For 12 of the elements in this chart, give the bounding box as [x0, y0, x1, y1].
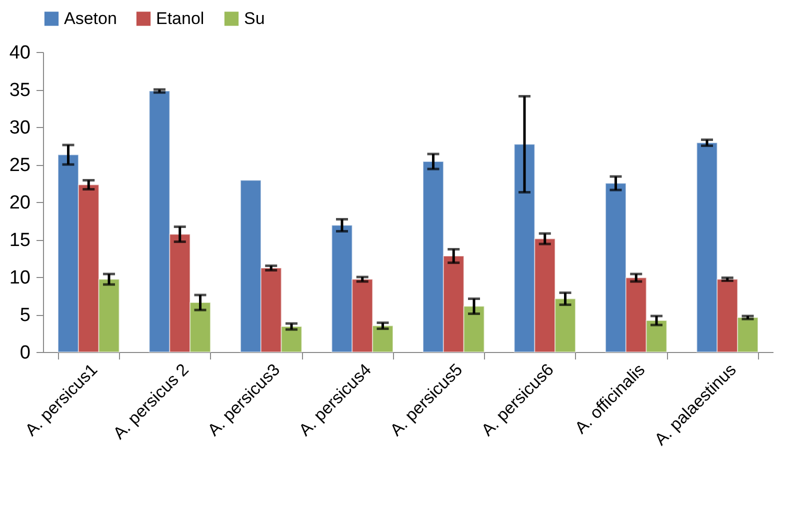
- legend-label: Su: [244, 8, 265, 28]
- y-tick-label: 10: [9, 268, 30, 288]
- y-tick-label: 35: [9, 80, 30, 101]
- y-tick-label: 30: [9, 118, 30, 138]
- legend-label: Etanol: [156, 8, 204, 28]
- y-tick-label: 15: [9, 230, 30, 251]
- y-tick-label: 25: [9, 155, 30, 176]
- y-tick-label: 0: [20, 342, 30, 364]
- y-tick-label: 5: [20, 305, 30, 326]
- y-tick-label: 20: [9, 192, 30, 214]
- legend-label: Aseton: [64, 8, 117, 28]
- y-tick-label: 40: [9, 42, 30, 64]
